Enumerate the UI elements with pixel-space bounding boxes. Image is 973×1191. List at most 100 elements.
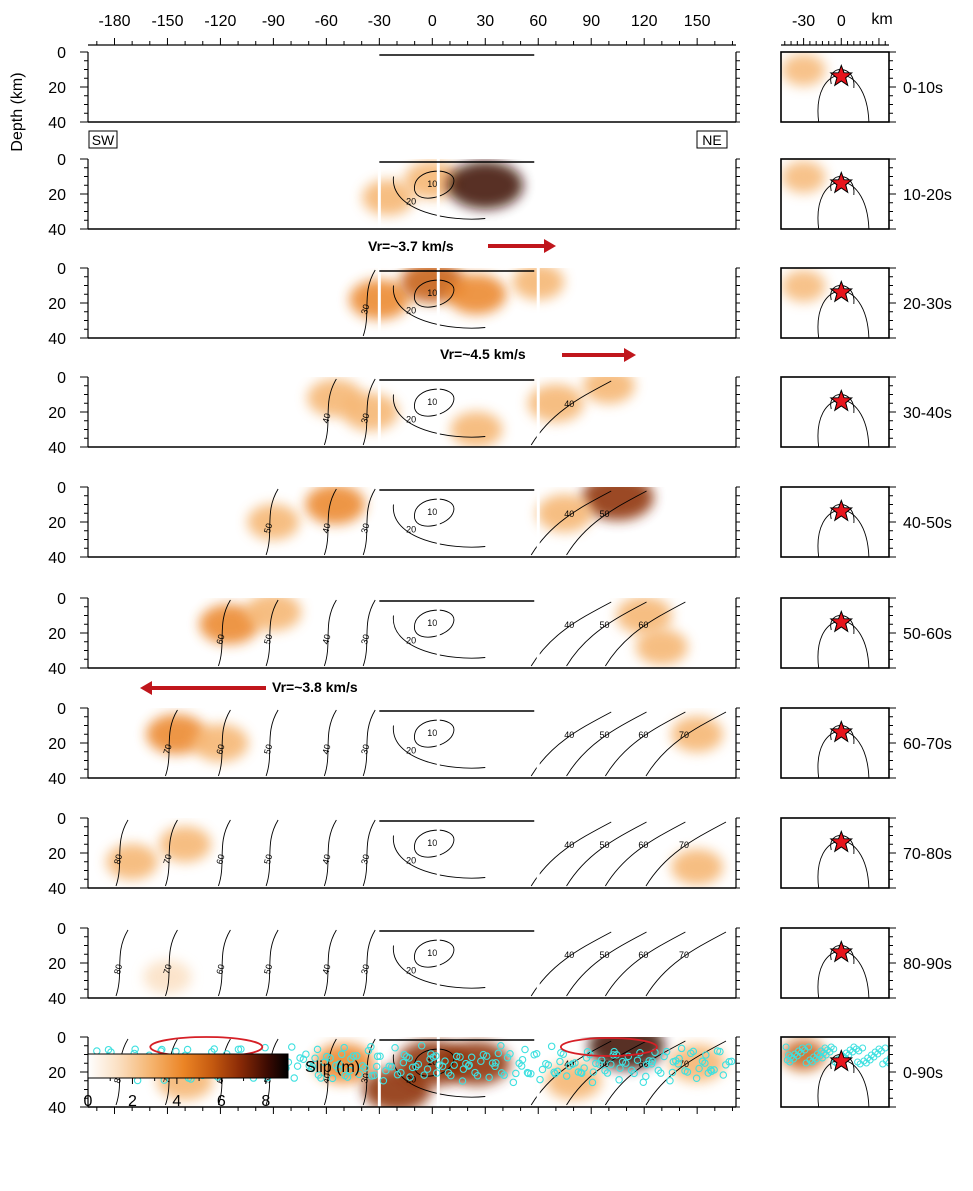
slip-patch <box>545 1061 602 1100</box>
contour-50 <box>566 821 647 887</box>
aftershock-marker <box>412 1062 420 1071</box>
aftershock-marker <box>313 1045 322 1054</box>
slip-patch <box>404 161 461 199</box>
hypocenter-star-icon <box>829 279 854 303</box>
contour-label: 70 <box>679 950 689 960</box>
contour-50 <box>265 929 279 997</box>
hypocenter-star-icon <box>829 498 854 522</box>
aftershock-marker <box>603 1069 612 1077</box>
contour-label: 40 <box>564 509 574 519</box>
aftershock-marker <box>615 1076 623 1084</box>
hypocenter-star-icon <box>829 1048 854 1072</box>
contour-20 <box>393 504 486 548</box>
contour-60 <box>604 711 686 777</box>
aftershock-marker <box>462 1059 470 1068</box>
aftershock-marker <box>367 1042 375 1051</box>
aftershock-marker <box>361 1064 369 1072</box>
contour-label: 60 <box>638 730 648 740</box>
aftershock-marker <box>565 1062 573 1070</box>
inset-10-20s: 10-20s <box>780 158 952 230</box>
aftershock-marker <box>683 1068 692 1076</box>
contour-70 <box>165 709 178 777</box>
depth-tick-label: 20 <box>48 736 66 753</box>
contour-40 <box>323 709 337 777</box>
aftershock-marker <box>571 1059 579 1067</box>
top-axis-tick-label: 0 <box>428 13 437 30</box>
contour-10 <box>414 609 455 638</box>
inset-40-50s: 40-50s <box>780 486 952 558</box>
contour-20 <box>393 835 486 879</box>
contour-label: 40 <box>320 743 332 755</box>
time-window-panels: 0204010200204010203002040102030404002040… <box>48 45 740 1117</box>
colorbar-label: Slip (m) <box>305 1059 360 1076</box>
aftershock-marker <box>618 1057 627 1066</box>
contour-label: 70 <box>679 730 689 740</box>
aftershock-marker <box>497 1042 505 1050</box>
aftershock-marker <box>479 1050 488 1059</box>
contour-label: 40 <box>320 633 332 645</box>
slip-patch <box>671 716 724 753</box>
aftershock-marker <box>716 1047 724 1056</box>
aftershock-marker <box>727 1057 736 1066</box>
aftershock-marker <box>562 1072 571 1080</box>
hypocenter-star-icon <box>829 388 854 412</box>
inset-70-80s: 70-80s <box>780 817 952 889</box>
contour-60 <box>217 929 231 997</box>
contour-label: 20 <box>406 197 416 207</box>
contour-10 <box>414 719 455 748</box>
aftershock-marker <box>296 1054 304 1062</box>
aftershock-marker <box>850 1043 858 1051</box>
contour-60 <box>604 1040 686 1106</box>
aftershock-marker <box>408 1063 417 1072</box>
contour-label: 50 <box>262 633 274 645</box>
aftershock-marker <box>340 1043 348 1052</box>
aftershock-marker <box>382 1066 390 1075</box>
aftershock-marker <box>612 1051 621 1059</box>
aftershock-marker <box>355 1070 363 1079</box>
contour-label: 70 <box>161 853 173 865</box>
inset-60-70s: 60-70s <box>780 707 952 779</box>
contour-label: 10 <box>427 288 437 298</box>
slip-patch <box>305 487 366 525</box>
aftershock-marker <box>104 1045 113 1054</box>
contour-label: 10 <box>427 838 437 848</box>
aftershock-marker <box>550 1068 558 1077</box>
inset-20-30s: 20-30s <box>780 267 952 339</box>
contour-50 <box>566 601 647 667</box>
contour-label: 20 <box>406 856 416 866</box>
rupture-velocity-1: Vr=~3.7 km/s <box>368 238 556 254</box>
panel-30-40s: 10 20 30 40 40 0 20 40 <box>48 370 740 457</box>
aftershock-marker <box>311 1054 319 1063</box>
slip-patch <box>362 179 415 216</box>
aftershock-marker <box>426 1055 434 1063</box>
contour-label: 20 <box>406 415 416 425</box>
depth-tick-label: 20 <box>48 956 66 973</box>
aftershock-marker <box>435 1061 443 1069</box>
contour-50 <box>265 488 279 556</box>
aftershock-marker <box>821 1044 829 1052</box>
contour-label: 80 <box>112 853 124 865</box>
slip-patch <box>446 274 507 315</box>
depth-tick-label: 0 <box>57 921 66 938</box>
contour-40 <box>530 931 612 997</box>
inset-50-60s: 50-60s <box>780 597 952 669</box>
contour-label: 30 <box>359 853 371 865</box>
aftershock-marker <box>577 1068 585 1077</box>
depth-tick-label: 20 <box>48 1065 66 1082</box>
aftershock-marker <box>447 1071 455 1080</box>
contour-label: 50 <box>262 743 274 755</box>
slip-patch <box>581 487 654 521</box>
aftershock-marker <box>464 1062 473 1070</box>
aftershock-marker <box>237 1045 245 1053</box>
panel-40-50s: 10 20 30 40 50 40 50 0 20 40 <box>48 480 740 567</box>
aftershock-marker <box>642 1060 651 1069</box>
slip-patch <box>192 724 249 762</box>
hypocenter-inset-panels: 0-10s 10-20s 20-30s 30-40s 40-50s 50-60s 60-70… <box>780 51 952 1108</box>
aftershock-marker <box>399 1058 408 1067</box>
aftershock-marker <box>509 1078 518 1087</box>
contour-40 <box>323 378 337 446</box>
aftershock-marker <box>512 1069 520 1078</box>
svg-text:Vr=~3.7 km/s: Vr=~3.7 km/s <box>368 238 454 254</box>
contour-label: 30 <box>359 303 371 315</box>
aftershock-marker <box>521 1045 529 1054</box>
